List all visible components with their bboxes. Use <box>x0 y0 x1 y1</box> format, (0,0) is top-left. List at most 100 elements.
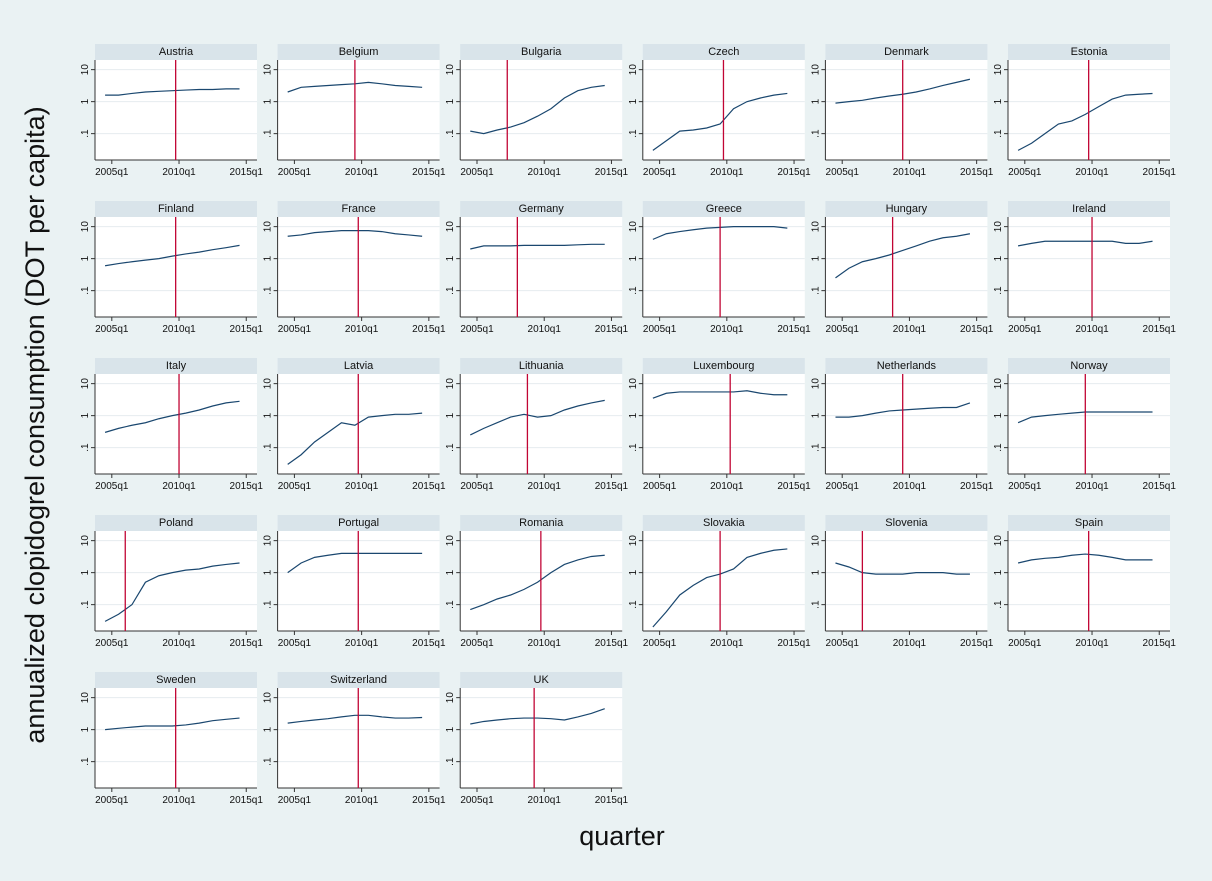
x-tick-label: 2010q1 <box>345 167 379 178</box>
x-tick-label: 2015q1 <box>412 167 446 178</box>
panel-header <box>1008 515 1170 531</box>
y-tick-label: 10 <box>263 64 274 76</box>
x-tick-label: 2010q1 <box>893 481 927 492</box>
panel-header <box>825 44 988 60</box>
x-tick-label: 2015q1 <box>1143 167 1177 178</box>
x-tick-label: 2015q1 <box>230 167 264 178</box>
panel-title: Switzerland <box>330 674 387 686</box>
panel-header <box>1008 358 1170 374</box>
y-tick-label: 10 <box>628 535 639 547</box>
y-tick-label: 10 <box>445 221 456 233</box>
x-tick-label: 2005q1 <box>460 167 494 178</box>
y-tick-label: .1 <box>810 600 821 609</box>
x-tick-label: 2005q1 <box>95 167 129 178</box>
x-tick-label: 2005q1 <box>1008 638 1042 649</box>
x-tick-label: 2010q1 <box>162 324 196 335</box>
x-tick-label: 2015q1 <box>960 324 994 335</box>
y-tick-label: 1 <box>445 569 456 575</box>
x-tick-label: 2015q1 <box>777 638 811 649</box>
series-line <box>652 390 788 399</box>
y-tick-label: .1 <box>993 600 1004 609</box>
x-tick-label: 2015q1 <box>412 795 446 806</box>
y-tick-label: 10 <box>80 692 91 704</box>
panel-header <box>277 201 440 217</box>
panel-title: Luxembourg <box>693 360 754 372</box>
x-axis-label: quarter <box>579 821 665 851</box>
plot-area <box>642 217 805 317</box>
panel-title: Estonia <box>1071 46 1109 58</box>
y-tick-label: 10 <box>263 535 274 547</box>
panel-header <box>95 672 257 688</box>
plot-area <box>825 217 988 317</box>
panel-header <box>277 515 440 531</box>
x-tick-label: 2005q1 <box>643 638 677 649</box>
series-line <box>105 717 240 731</box>
y-tick-label: .1 <box>628 443 639 452</box>
y-tick-label: 1 <box>810 412 821 418</box>
y-tick-label: 1 <box>445 412 456 418</box>
x-tick-label: 2010q1 <box>1075 481 1109 492</box>
y-tick-label: 10 <box>445 535 456 547</box>
y-tick-label: 10 <box>263 378 274 390</box>
series-line <box>470 554 605 611</box>
panel-title: Finland <box>158 203 194 215</box>
x-tick-label: 2015q1 <box>1143 638 1177 649</box>
y-tick-label: 1 <box>80 726 91 732</box>
panel-header <box>642 201 805 217</box>
x-tick-label: 2005q1 <box>460 795 494 806</box>
x-tick-label: 2015q1 <box>960 167 994 178</box>
y-tick-label: .1 <box>810 286 821 295</box>
series-line <box>105 88 240 96</box>
panel-header <box>277 672 440 688</box>
y-axis-label: annualized clopidogrel consumption (DOT … <box>20 106 50 743</box>
plot-area <box>642 374 805 474</box>
x-tick-label: 2010q1 <box>893 324 927 335</box>
x-tick-label: 2015q1 <box>595 638 629 649</box>
series-line <box>470 708 605 725</box>
y-tick-label: 10 <box>80 221 91 233</box>
y-tick-label: 10 <box>263 221 274 233</box>
plot-area <box>277 60 440 160</box>
x-tick-label: 2015q1 <box>1143 481 1177 492</box>
y-tick-label: 10 <box>263 692 274 704</box>
x-tick-label: 2015q1 <box>595 167 629 178</box>
y-tick-label: .1 <box>993 443 1004 452</box>
x-tick-label: 2010q1 <box>162 638 196 649</box>
panel-title: Spain <box>1075 517 1103 529</box>
x-tick-label: 2005q1 <box>278 167 312 178</box>
panel-title: Greece <box>706 203 742 215</box>
x-tick-label: 2010q1 <box>1075 324 1109 335</box>
x-tick-label: 2010q1 <box>710 638 744 649</box>
x-tick-label: 2005q1 <box>1008 167 1042 178</box>
y-tick-label: .1 <box>445 129 456 138</box>
y-tick-label: 10 <box>993 64 1004 76</box>
x-tick-label: 2010q1 <box>893 167 927 178</box>
y-tick-label: 10 <box>628 221 639 233</box>
y-tick-label: 10 <box>445 64 456 76</box>
y-tick-label: .1 <box>80 129 91 138</box>
panel-title: Denmark <box>884 46 929 58</box>
y-tick-label: .1 <box>80 600 91 609</box>
plot-area <box>460 374 623 474</box>
panel-header <box>460 515 623 531</box>
y-tick-label: .1 <box>628 600 639 609</box>
y-tick-label: 10 <box>628 64 639 76</box>
x-tick-label: 2005q1 <box>95 481 129 492</box>
panel-header <box>460 201 623 217</box>
plot-area <box>95 531 257 631</box>
x-tick-label: 2010q1 <box>345 481 379 492</box>
y-tick-label: .1 <box>80 757 91 766</box>
x-tick-label: 2005q1 <box>1008 481 1042 492</box>
y-tick-label: 1 <box>628 569 639 575</box>
panel-header <box>460 44 623 60</box>
y-tick-label: 1 <box>993 255 1004 261</box>
y-tick-label: 1 <box>263 569 274 575</box>
y-tick-label: 1 <box>80 98 91 104</box>
x-tick-label: 2010q1 <box>345 795 379 806</box>
x-tick-label: 2015q1 <box>777 481 811 492</box>
y-tick-label: 1 <box>628 255 639 261</box>
y-tick-label: 10 <box>80 64 91 76</box>
y-tick-label: 1 <box>810 98 821 104</box>
series-line <box>470 84 605 135</box>
series-line <box>1017 92 1153 151</box>
